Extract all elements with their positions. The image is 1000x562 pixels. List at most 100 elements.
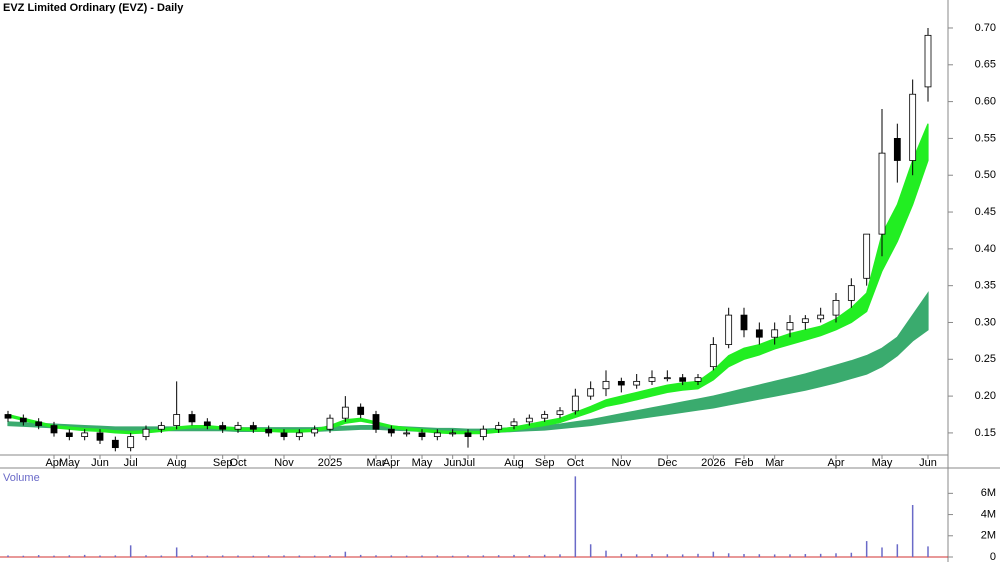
volume-tick-label: 2M (981, 530, 996, 542)
x-tick-label: Sep (535, 457, 555, 469)
candle-body (265, 428, 273, 434)
candle-body (525, 417, 533, 423)
x-tick-label: Jun (919, 457, 937, 469)
candle-body (556, 410, 564, 415)
candle-body (801, 318, 809, 323)
candle-body (740, 314, 748, 331)
candle-body (35, 421, 43, 426)
volume-tick-label: 0 (990, 551, 996, 562)
candle-body (878, 152, 886, 235)
x-tick-label: Jun (91, 457, 109, 469)
x-tick-label: Mar (765, 457, 784, 469)
volume-tick-label: 6M (981, 487, 996, 499)
y-tick-label: 0.50 (975, 169, 996, 181)
candle-body (909, 93, 917, 161)
candle-body (464, 432, 472, 437)
candle-body (50, 425, 58, 434)
candle-body (694, 377, 702, 382)
candle-body (510, 421, 518, 426)
candle-body (663, 377, 671, 380)
candle-body (495, 425, 503, 430)
x-tick-label: Feb (735, 457, 754, 469)
y-tick-label: 0.15 (975, 427, 996, 439)
candle-body (357, 406, 365, 415)
candle-body (418, 432, 426, 437)
x-tick-label: Nov (274, 457, 294, 469)
ma-band (7, 123, 929, 435)
x-tick-label: Jul (124, 457, 138, 469)
y-tick-label: 0.55 (975, 132, 996, 144)
candle-body (847, 285, 855, 301)
x-tick-label: Oct (567, 457, 584, 469)
candle-body (786, 322, 794, 331)
candle-body (111, 439, 119, 449)
x-tick-label: Mar (367, 457, 386, 469)
x-tick-label: Apr (827, 457, 844, 469)
x-tick-label: May (59, 457, 80, 469)
x-tick-label: 2025 (318, 457, 342, 469)
candle-body (234, 425, 242, 430)
candle-body (832, 299, 840, 316)
candle-body (81, 432, 89, 437)
x-tick-label: Jul (461, 457, 475, 469)
candle-body (65, 432, 73, 437)
x-tick-label: Nov (612, 457, 632, 469)
candle-body (372, 414, 380, 430)
candle-body (479, 428, 487, 437)
x-tick-label: Apr (383, 457, 400, 469)
candle-body (188, 414, 196, 423)
candle-body (280, 432, 288, 437)
candle-body (587, 388, 595, 397)
candle-body (173, 414, 181, 426)
candle-body (863, 233, 871, 279)
x-tick-label: Aug (167, 457, 187, 469)
y-tick-label: 0.65 (975, 59, 996, 71)
candle-body (571, 395, 579, 412)
candle-body (311, 428, 319, 434)
y-tick-label: 0.30 (975, 316, 996, 328)
candle-body (96, 432, 104, 441)
candle-body (449, 432, 457, 435)
candle-body (249, 425, 257, 430)
y-tick-label: 0.20 (975, 390, 996, 402)
candle-body (817, 314, 825, 320)
candle-body (433, 432, 441, 437)
candle-body (157, 425, 165, 430)
volume-tick-label: 4M (981, 508, 996, 520)
x-tick-label: May (872, 457, 893, 469)
y-tick-label: 0.25 (975, 353, 996, 365)
y-tick-label: 0.60 (975, 96, 996, 108)
candle-body (617, 380, 625, 386)
x-tick-label: Oct (229, 457, 246, 469)
candle-body (341, 406, 349, 419)
candle-body (709, 344, 717, 368)
candle-body (203, 421, 211, 426)
x-tick-label: Jun (444, 457, 462, 469)
candle-body (219, 425, 227, 430)
candle-body (142, 428, 150, 437)
candle-body (771, 329, 779, 338)
x-tick-label: May (412, 457, 433, 469)
candle-body (633, 380, 641, 386)
candle-body (127, 436, 135, 449)
volume-title: Volume (3, 472, 40, 484)
candle-body (387, 428, 395, 434)
candle-body (679, 377, 687, 382)
candle-body (755, 329, 763, 338)
candle-body (295, 432, 303, 437)
x-tick-label: 2026 (701, 457, 725, 469)
candle-body (893, 138, 901, 161)
candle-body (648, 377, 656, 382)
x-tick-label: Dec (658, 457, 678, 469)
x-tick-label: Sep (213, 457, 233, 469)
y-tick-label: 0.45 (975, 206, 996, 218)
y-tick-label: 0.35 (975, 280, 996, 292)
chart-title: EVZ Limited Ordinary (EVZ) - Daily (3, 2, 184, 14)
x-tick-label: Aug (504, 457, 524, 469)
candle-body (326, 417, 334, 430)
candle-body (725, 314, 733, 345)
x-tick-label: Apr (45, 457, 62, 469)
